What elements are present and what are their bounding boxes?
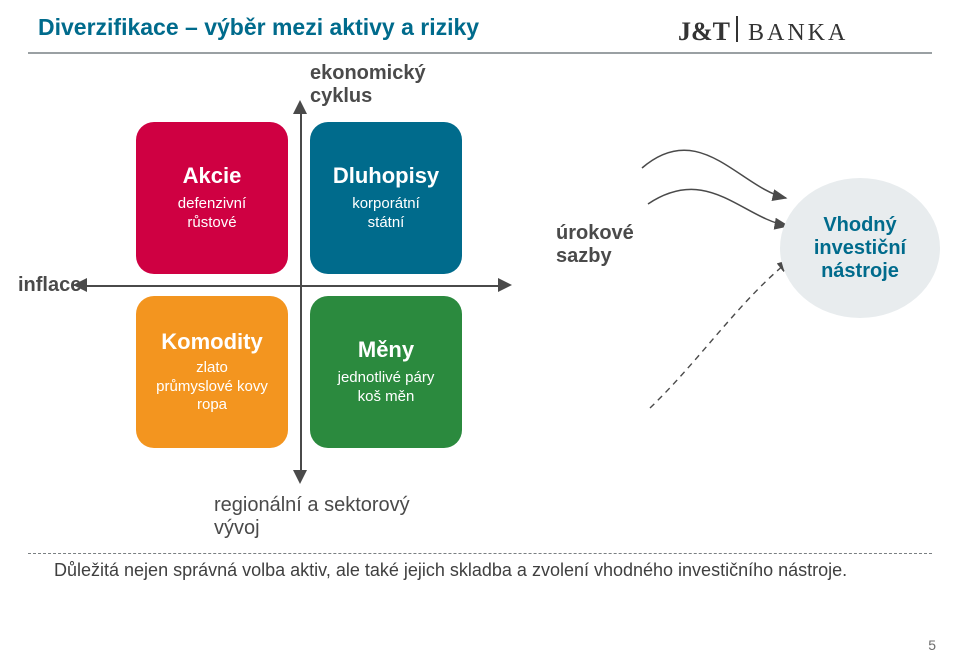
slide-stage: Diverzifikace – výběr mezi aktivy a rizi… [0, 0, 960, 663]
axis-bottom-label: regionální a sektorový vývoj [214, 494, 434, 540]
result-oval: Vhodný investiční nástroje [780, 178, 940, 318]
oval-line: investiční [814, 237, 906, 260]
footer-block: regionální a sektorový vývoj regionální … [28, 494, 932, 540]
footer-body: Důležitá nejen správná volba aktiv, ale … [54, 558, 894, 582]
oval-line: nástroje [814, 260, 906, 283]
page-number: 5 [928, 637, 936, 653]
footer-dashline [28, 553, 932, 554]
oval-line: Vhodný [814, 214, 906, 237]
